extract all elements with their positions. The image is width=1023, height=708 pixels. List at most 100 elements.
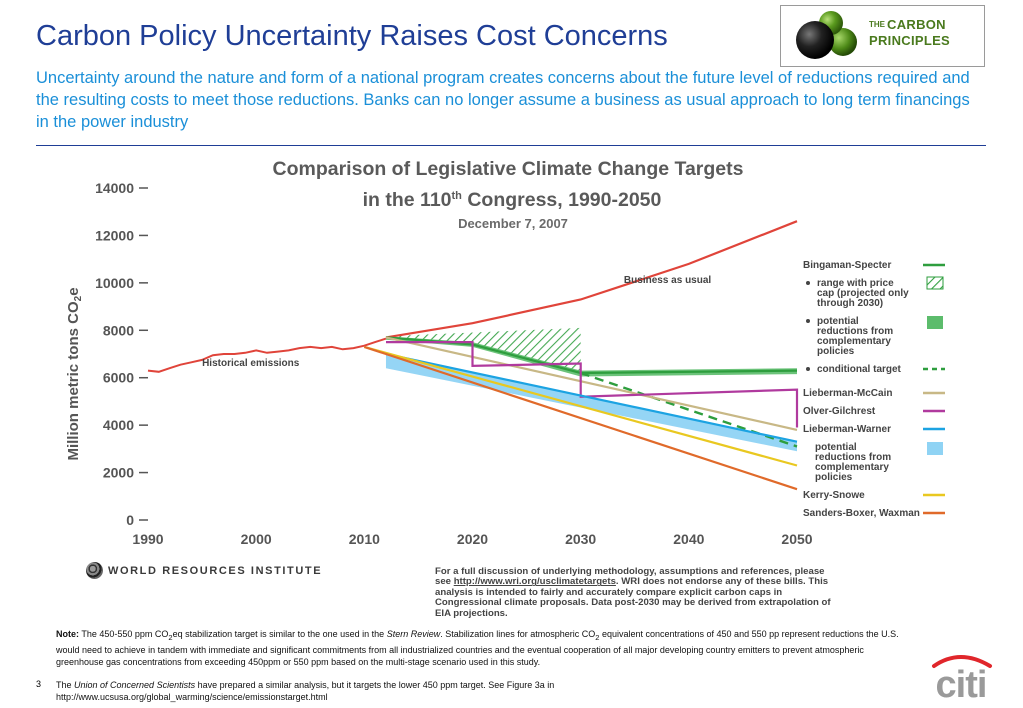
chart-title-line1: Comparison of Legislative Climate Change… (273, 158, 744, 180)
carbon-principles-logo: THE CARBON PRINCIPLES (780, 5, 985, 67)
disclaimer-text-b: . WRI does not endorse any of these bill… (435, 576, 831, 619)
legend-label: Sanders-Boxer, Waxman (803, 508, 920, 519)
footnote-part1: The (56, 680, 75, 690)
note-sub1: 2 (168, 632, 173, 642)
olver-gilchrest-line (386, 341, 799, 428)
wri-label: WORLD RESOURCES INSTITUTE (108, 565, 323, 577)
legend-label: potential (815, 442, 857, 453)
legend-label: Olver-Gilchrest (803, 406, 876, 417)
note-label: Note: (56, 629, 79, 639)
legend-swatch (927, 316, 943, 329)
footnote-part2: have prepared a similar analysis, but it… (195, 680, 555, 690)
x-tick-label: 2020 (457, 531, 488, 547)
legend-label: through 2030) (817, 298, 883, 309)
carbon-principles-spheres-icon (796, 11, 857, 59)
x-tick-label: 2050 (781, 531, 812, 547)
legend-swatch (926, 276, 944, 290)
note-sub2: 2 (595, 632, 600, 642)
lieberman-mccain-line (385, 336, 798, 431)
chart-date: December 7, 2007 (458, 216, 568, 231)
legend-item: Olver-Gilchrest (803, 406, 945, 417)
footnote-ucs: Union of Concerned Scientists (74, 680, 196, 690)
y-tick-label: 8000 (103, 322, 134, 338)
legend-label: complementary (817, 336, 891, 347)
y-tick-label: 14000 (95, 180, 134, 196)
note-text: Note: The 450-550 ppm CO2eq stabilizatio… (56, 628, 906, 668)
x-tick-label: 2030 (565, 531, 596, 547)
bingaman-specter-conditional-target-line (580, 371, 798, 448)
y-axis-label: Million metric tons CO2e (65, 287, 84, 460)
y-tick-label: 2000 (103, 465, 134, 481)
note-stern: Stern Review (386, 629, 441, 639)
logo-line2: PRINCIPLES (869, 33, 951, 48)
y-axis-label-tail: e (65, 287, 82, 295)
chart-annotations: Business as usual Historical emissions (202, 275, 711, 369)
logo-the: THE (869, 20, 885, 29)
wri-globe-icon (86, 562, 103, 579)
legend-swatch (927, 442, 943, 455)
x-tick-label: 1990 (132, 531, 163, 547)
business-as-usual-line (385, 220, 798, 339)
citi-logo: citi (932, 655, 992, 700)
legend-label: Bingaman-Specter (803, 260, 891, 271)
legend-label: Lieberman-Warner (803, 424, 891, 435)
y-tick-label: 12000 (95, 227, 134, 243)
chart-title-line2: in the 110th Congress, 1990-2050 (363, 189, 662, 211)
legend-label: potential (817, 316, 859, 327)
wri-credit: WORLD RESOURCES INSTITUTE (86, 562, 323, 579)
chart-title-line2-sup: th (452, 190, 463, 202)
logo-line1: CARBON (887, 17, 946, 32)
title-divider (36, 145, 986, 146)
lieberman-warner-line (385, 352, 798, 443)
carbon-principles-wordmark: THE CARBON PRINCIPLES (869, 17, 950, 49)
y-tick-label: 10000 (95, 275, 134, 291)
legend-item: Lieberman-Warner (803, 424, 945, 435)
legend-label: policies (815, 472, 853, 483)
legend-item: Sanders-Boxer, Waxman (803, 508, 945, 519)
x-tick-label: 2000 (241, 531, 272, 547)
price-cap-hatch-band (385, 327, 581, 373)
chart-axes: 0 2000 4000 6000 8000 10000 12000 14000 1990 2000… (95, 180, 813, 547)
y-tick-label: 0 (126, 512, 134, 528)
lieberman-warner-band (385, 354, 797, 452)
y-axis-label-main: Million metric tons CO (65, 301, 82, 461)
footnote-url[interactable]: http://www.ucsusa.org/global_warming/sci… (56, 692, 328, 702)
disclaimer-link[interactable]: http://www.wri.org/usclimatetargets (453, 576, 616, 588)
slide-subtitle: Uncertainty around the nature and form o… (36, 69, 970, 131)
emissions-chart: Comparison of Legislative Climate Change… (60, 150, 960, 620)
note-part2: eq stabilization target is similar to th… (172, 629, 387, 639)
y-axis-label-sub: 2 (73, 295, 84, 301)
legend-label: cap (projected only (817, 288, 909, 299)
legend-item: Kerry-Snowe (803, 490, 945, 501)
chart-series-lines (147, 220, 799, 491)
chart-title-line2-b: Congress, 1990-2050 (462, 189, 662, 211)
legend-label: policies (817, 346, 855, 357)
legend-label: reductions from (815, 452, 891, 463)
kerry-snowe-line (364, 345, 798, 467)
citi-arc-icon (932, 655, 992, 668)
legend-label: Lieberman-McCain (803, 388, 892, 399)
legend-label: complementary (815, 462, 889, 473)
note-part1: The 450-550 ppm CO (79, 629, 169, 639)
chart-bands (385, 327, 797, 452)
chart-title-line2-a: in the 110 (363, 189, 452, 211)
chart-disclaimer: For a full discussion of underlying meth… (435, 566, 840, 619)
legend-label: range with price (817, 278, 894, 289)
historical-annotation: Historical emissions (202, 358, 300, 369)
page-number: 3 (36, 679, 42, 689)
legend-label: Kerry-Snowe (803, 490, 865, 501)
y-tick-label: 4000 (103, 417, 134, 433)
chart-svg: Comparison of Legislative Climate Change… (65, 158, 945, 547)
historical-emissions-line (147, 337, 387, 373)
x-tick-label: 2040 (673, 531, 704, 547)
footnote: The Union of Concerned Scientists have p… (56, 679, 756, 703)
legend-item: conditional target (806, 364, 945, 375)
legend-bullet-icon (806, 281, 810, 285)
legend-item: Lieberman-McCain (803, 388, 945, 399)
bau-annotation: Business as usual (624, 275, 711, 286)
bingaman-specter-line (385, 336, 798, 375)
